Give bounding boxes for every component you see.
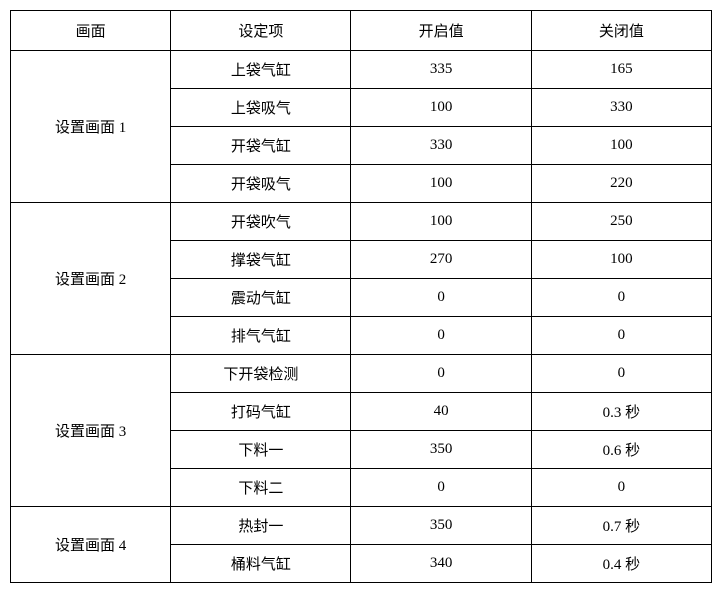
cell-item: 热封一	[171, 507, 351, 545]
cell-item: 开袋吸气	[171, 165, 351, 203]
cell-open: 40	[351, 393, 531, 431]
cell-open: 335	[351, 51, 531, 89]
cell-item: 下料二	[171, 469, 351, 507]
cell-item: 上袋气缸	[171, 51, 351, 89]
cell-open: 0	[351, 279, 531, 317]
screen-label: 设置画面 4	[11, 507, 171, 583]
header-open-value: 开启值	[351, 11, 531, 51]
cell-item: 开袋吹气	[171, 203, 351, 241]
screen-label: 设置画面 3	[11, 355, 171, 507]
header-item: 设定项	[171, 11, 351, 51]
cell-item: 下料一	[171, 431, 351, 469]
table-row: 设置画面 1 上袋气缸 335 165	[11, 51, 712, 89]
cell-open: 100	[351, 89, 531, 127]
header-screen: 画面	[11, 11, 171, 51]
cell-open: 270	[351, 241, 531, 279]
cell-close: 0	[531, 469, 711, 507]
cell-open: 330	[351, 127, 531, 165]
cell-item: 桶料气缸	[171, 545, 351, 583]
cell-close: 100	[531, 127, 711, 165]
cell-open: 0	[351, 469, 531, 507]
screen-label: 设置画面 1	[11, 51, 171, 203]
cell-item: 撑袋气缸	[171, 241, 351, 279]
cell-open: 340	[351, 545, 531, 583]
cell-item: 打码气缸	[171, 393, 351, 431]
cell-open: 350	[351, 431, 531, 469]
header-close-value: 关闭值	[531, 11, 711, 51]
cell-close: 100	[531, 241, 711, 279]
settings-table-container: 画面 设定项 开启值 关闭值 设置画面 1 上袋气缸 335 165 上袋吸气 …	[10, 10, 712, 583]
table-header-row: 画面 设定项 开启值 关闭值	[11, 11, 712, 51]
cell-close: 220	[531, 165, 711, 203]
cell-item: 下开袋检测	[171, 355, 351, 393]
cell-item: 排气气缸	[171, 317, 351, 355]
table-row: 设置画面 4 热封一 350 0.7 秒	[11, 507, 712, 545]
cell-open: 350	[351, 507, 531, 545]
cell-close: 0	[531, 279, 711, 317]
settings-table-body: 设置画面 1 上袋气缸 335 165 上袋吸气 100 330 开袋气缸 33…	[11, 51, 712, 583]
cell-close: 0.3 秒	[531, 393, 711, 431]
cell-open: 100	[351, 203, 531, 241]
table-row: 设置画面 2 开袋吹气 100 250	[11, 203, 712, 241]
cell-item: 震动气缸	[171, 279, 351, 317]
cell-close: 330	[531, 89, 711, 127]
cell-close: 0	[531, 355, 711, 393]
cell-close: 250	[531, 203, 711, 241]
cell-close: 165	[531, 51, 711, 89]
cell-open: 0	[351, 355, 531, 393]
settings-table: 画面 设定项 开启值 关闭值 设置画面 1 上袋气缸 335 165 上袋吸气 …	[10, 10, 712, 583]
table-row: 设置画面 3 下开袋检测 0 0	[11, 355, 712, 393]
cell-close: 0.4 秒	[531, 545, 711, 583]
screen-label: 设置画面 2	[11, 203, 171, 355]
cell-item: 开袋气缸	[171, 127, 351, 165]
cell-open: 100	[351, 165, 531, 203]
cell-open: 0	[351, 317, 531, 355]
cell-close: 0.6 秒	[531, 431, 711, 469]
cell-item: 上袋吸气	[171, 89, 351, 127]
cell-close: 0.7 秒	[531, 507, 711, 545]
cell-close: 0	[531, 317, 711, 355]
